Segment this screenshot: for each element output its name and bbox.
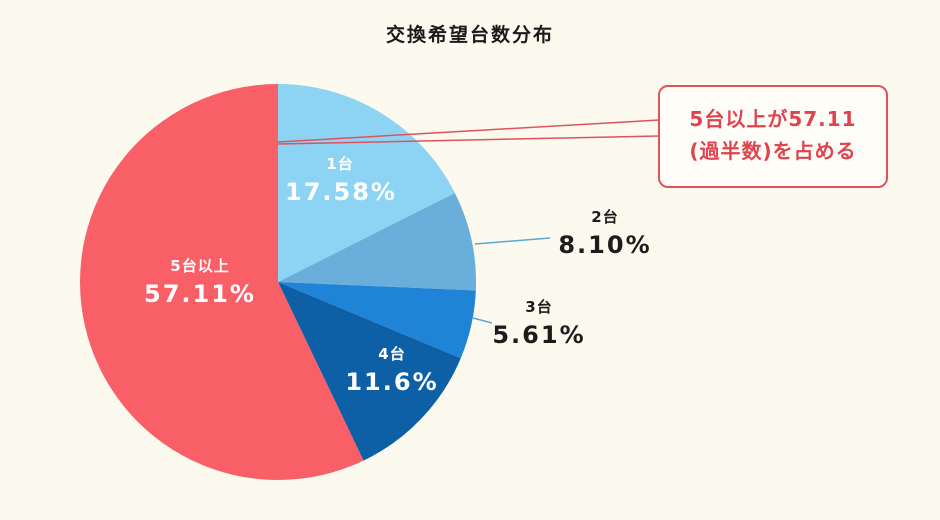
slice-label-3: 3台 5.61%	[484, 298, 594, 349]
slice-label-5: 5台以上 57.11%	[135, 257, 265, 308]
slice-label-3-percent: 5.61%	[492, 321, 586, 349]
pie-slice-1	[278, 84, 455, 282]
callout-pointer-top	[277, 119, 660, 143]
slice-label-2-category: 2台	[591, 208, 619, 226]
slice-label-1-percent: 17.58%	[285, 178, 397, 206]
slice-label-5-category: 5台以上	[170, 257, 230, 275]
slice-label-4: 4台 11.6%	[337, 345, 447, 396]
pie-slice-4	[278, 282, 461, 461]
slice-label-2-percent: 8.10%	[558, 231, 652, 259]
callout-pointer-bottom	[277, 135, 660, 145]
slice-label-4-category: 4台	[378, 345, 406, 363]
slice-label-1: 1台 17.58%	[285, 155, 397, 206]
slice-label-1-category: 1台	[326, 155, 354, 173]
callout-line-1: 5台以上が57.11	[689, 107, 857, 131]
slice-label-2: 2台 8.10%	[550, 208, 660, 259]
pie-slice-2	[278, 192, 476, 291]
callout-box: 5台以上が57.11 (過半数)を占める	[658, 85, 888, 188]
slice-label-3-category: 3台	[525, 298, 553, 316]
leader-line-2	[474, 237, 551, 245]
slice-label-4-percent: 11.6%	[345, 368, 439, 396]
callout-line-2: (過半数)を占める	[689, 139, 857, 163]
leader-line-3	[472, 317, 493, 324]
pie-slice-3	[278, 282, 476, 359]
pie-slice-5	[79, 84, 364, 480]
chart-title: 交換希望台数分布	[385, 24, 554, 46]
slice-label-5-percent: 57.11%	[144, 280, 256, 308]
